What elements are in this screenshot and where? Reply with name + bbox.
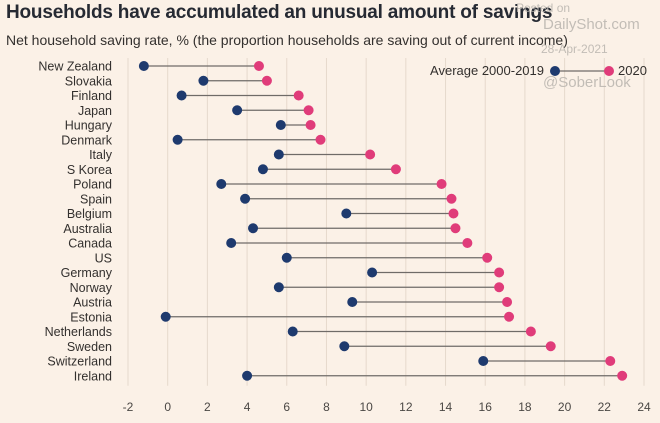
category-label: Switzerland [47,355,112,369]
x-axis: -2 0 2 4 6 8 10 12 14 16 18 20 22 24 [123,400,651,414]
category-label: Spain [80,192,112,206]
x-tick-label: 4 [244,400,251,414]
category-label: Finland [71,89,112,103]
category-label: Poland [73,178,112,192]
category-label: Austria [73,296,112,310]
dot-average-2000-2019 [198,75,209,86]
category-label: Denmark [61,133,112,147]
category-label: New Zealand [38,60,112,74]
dot-2020 [261,75,272,86]
x-tick-label: 10 [359,400,373,414]
x-tick-label: 8 [323,400,330,414]
category-label: Netherlands [45,325,112,339]
dot-2020 [494,267,505,278]
category-label: Sweden [67,340,112,354]
dot-2020 [448,208,459,219]
category-label: Ireland [74,369,112,383]
x-tick-label: 0 [164,400,171,414]
category-label: Australia [63,222,112,236]
dot-average-2000-2019 [226,238,237,248]
chart-title: Households have accumulated an unusual a… [6,2,553,23]
x-tick-label: 14 [439,400,453,414]
dot-average-2000-2019 [339,341,350,352]
legend-marker-average [550,66,560,76]
dot-average-2000-2019 [216,179,227,189]
dot-average-2000-2019 [232,105,243,116]
x-tick-label: -2 [123,400,134,414]
category-label: Slovakia [65,74,112,88]
dot-2020 [617,370,628,381]
category-label: S Korea [67,163,112,177]
legend-label-2020: 2020 [618,63,647,78]
watermark-handle: @SoberLook [543,74,631,91]
category-label: Hungary [65,119,113,133]
dot-2020 [303,105,314,116]
y-axis-labels: New ZealandSlovakiaFinlandJapanHungaryDe… [38,60,112,384]
dot-average-2000-2019 [172,134,183,145]
category-label: Germany [61,266,113,280]
dot-average-2000-2019 [240,193,251,204]
category-label: Norway [70,281,113,295]
category-label: US [95,251,112,265]
dot-2020 [436,179,447,189]
category-label: Estonia [70,310,112,324]
x-tick-label: 22 [598,400,612,414]
x-tick-label: 18 [518,400,532,414]
dot-2020 [293,90,304,101]
dot-average-2000-2019 [242,370,253,381]
dot-2020 [462,238,473,248]
dot-2020 [253,61,264,71]
dot-2020 [504,311,515,322]
dot-2020 [502,297,513,307]
dot-2020 [482,252,493,263]
dot-2020 [315,134,326,145]
dot-2020 [605,356,616,366]
category-label: Japan [78,104,112,118]
legend-marker-2020 [604,66,614,76]
x-tick-label: 12 [399,400,413,414]
x-tick-label: 24 [637,400,651,414]
dot-2020 [545,341,556,352]
watermark-posted: Posted on [516,1,571,15]
x-tick-label: 16 [479,400,493,414]
x-tick-label: 6 [283,400,290,414]
dot-average-2000-2019 [176,90,187,101]
watermark-site: DailyShot.com [543,16,640,33]
dot-2020 [390,164,401,175]
dot-2020 [525,326,536,337]
category-label: Canada [68,237,112,251]
dot-average-2000-2019 [257,164,268,175]
x-tick-label: 2 [204,400,211,414]
dot-2020 [494,282,505,293]
dot-average-2000-2019 [138,61,149,71]
dot-average-2000-2019 [341,208,352,219]
data-marks [138,61,628,381]
dot-average-2000-2019 [347,297,358,307]
dot-average-2000-2019 [273,149,284,160]
dot-2020 [450,223,461,234]
dot-average-2000-2019 [367,267,378,278]
x-tick-label: 20 [558,400,572,414]
chart-subtitle: Net household saving rate, % (the propor… [6,32,568,48]
dot-2020 [365,149,376,160]
dot-average-2000-2019 [160,311,171,322]
dot-average-2000-2019 [287,326,298,337]
legend-label-average: Average 2000-2019 [430,63,544,78]
watermark-date: 28-Apr-2021 [541,42,608,56]
category-label: Italy [89,148,113,162]
dot-2020 [305,120,316,130]
dot-average-2000-2019 [275,120,286,130]
dot-average-2000-2019 [478,356,489,366]
category-label: Belgium [67,207,112,221]
dot-2020 [446,193,457,204]
gridlines [127,58,645,386]
dot-average-2000-2019 [248,223,259,234]
dot-average-2000-2019 [281,252,292,263]
dot-average-2000-2019 [273,282,284,293]
legend: Average 2000-2019 2020 [430,63,647,78]
